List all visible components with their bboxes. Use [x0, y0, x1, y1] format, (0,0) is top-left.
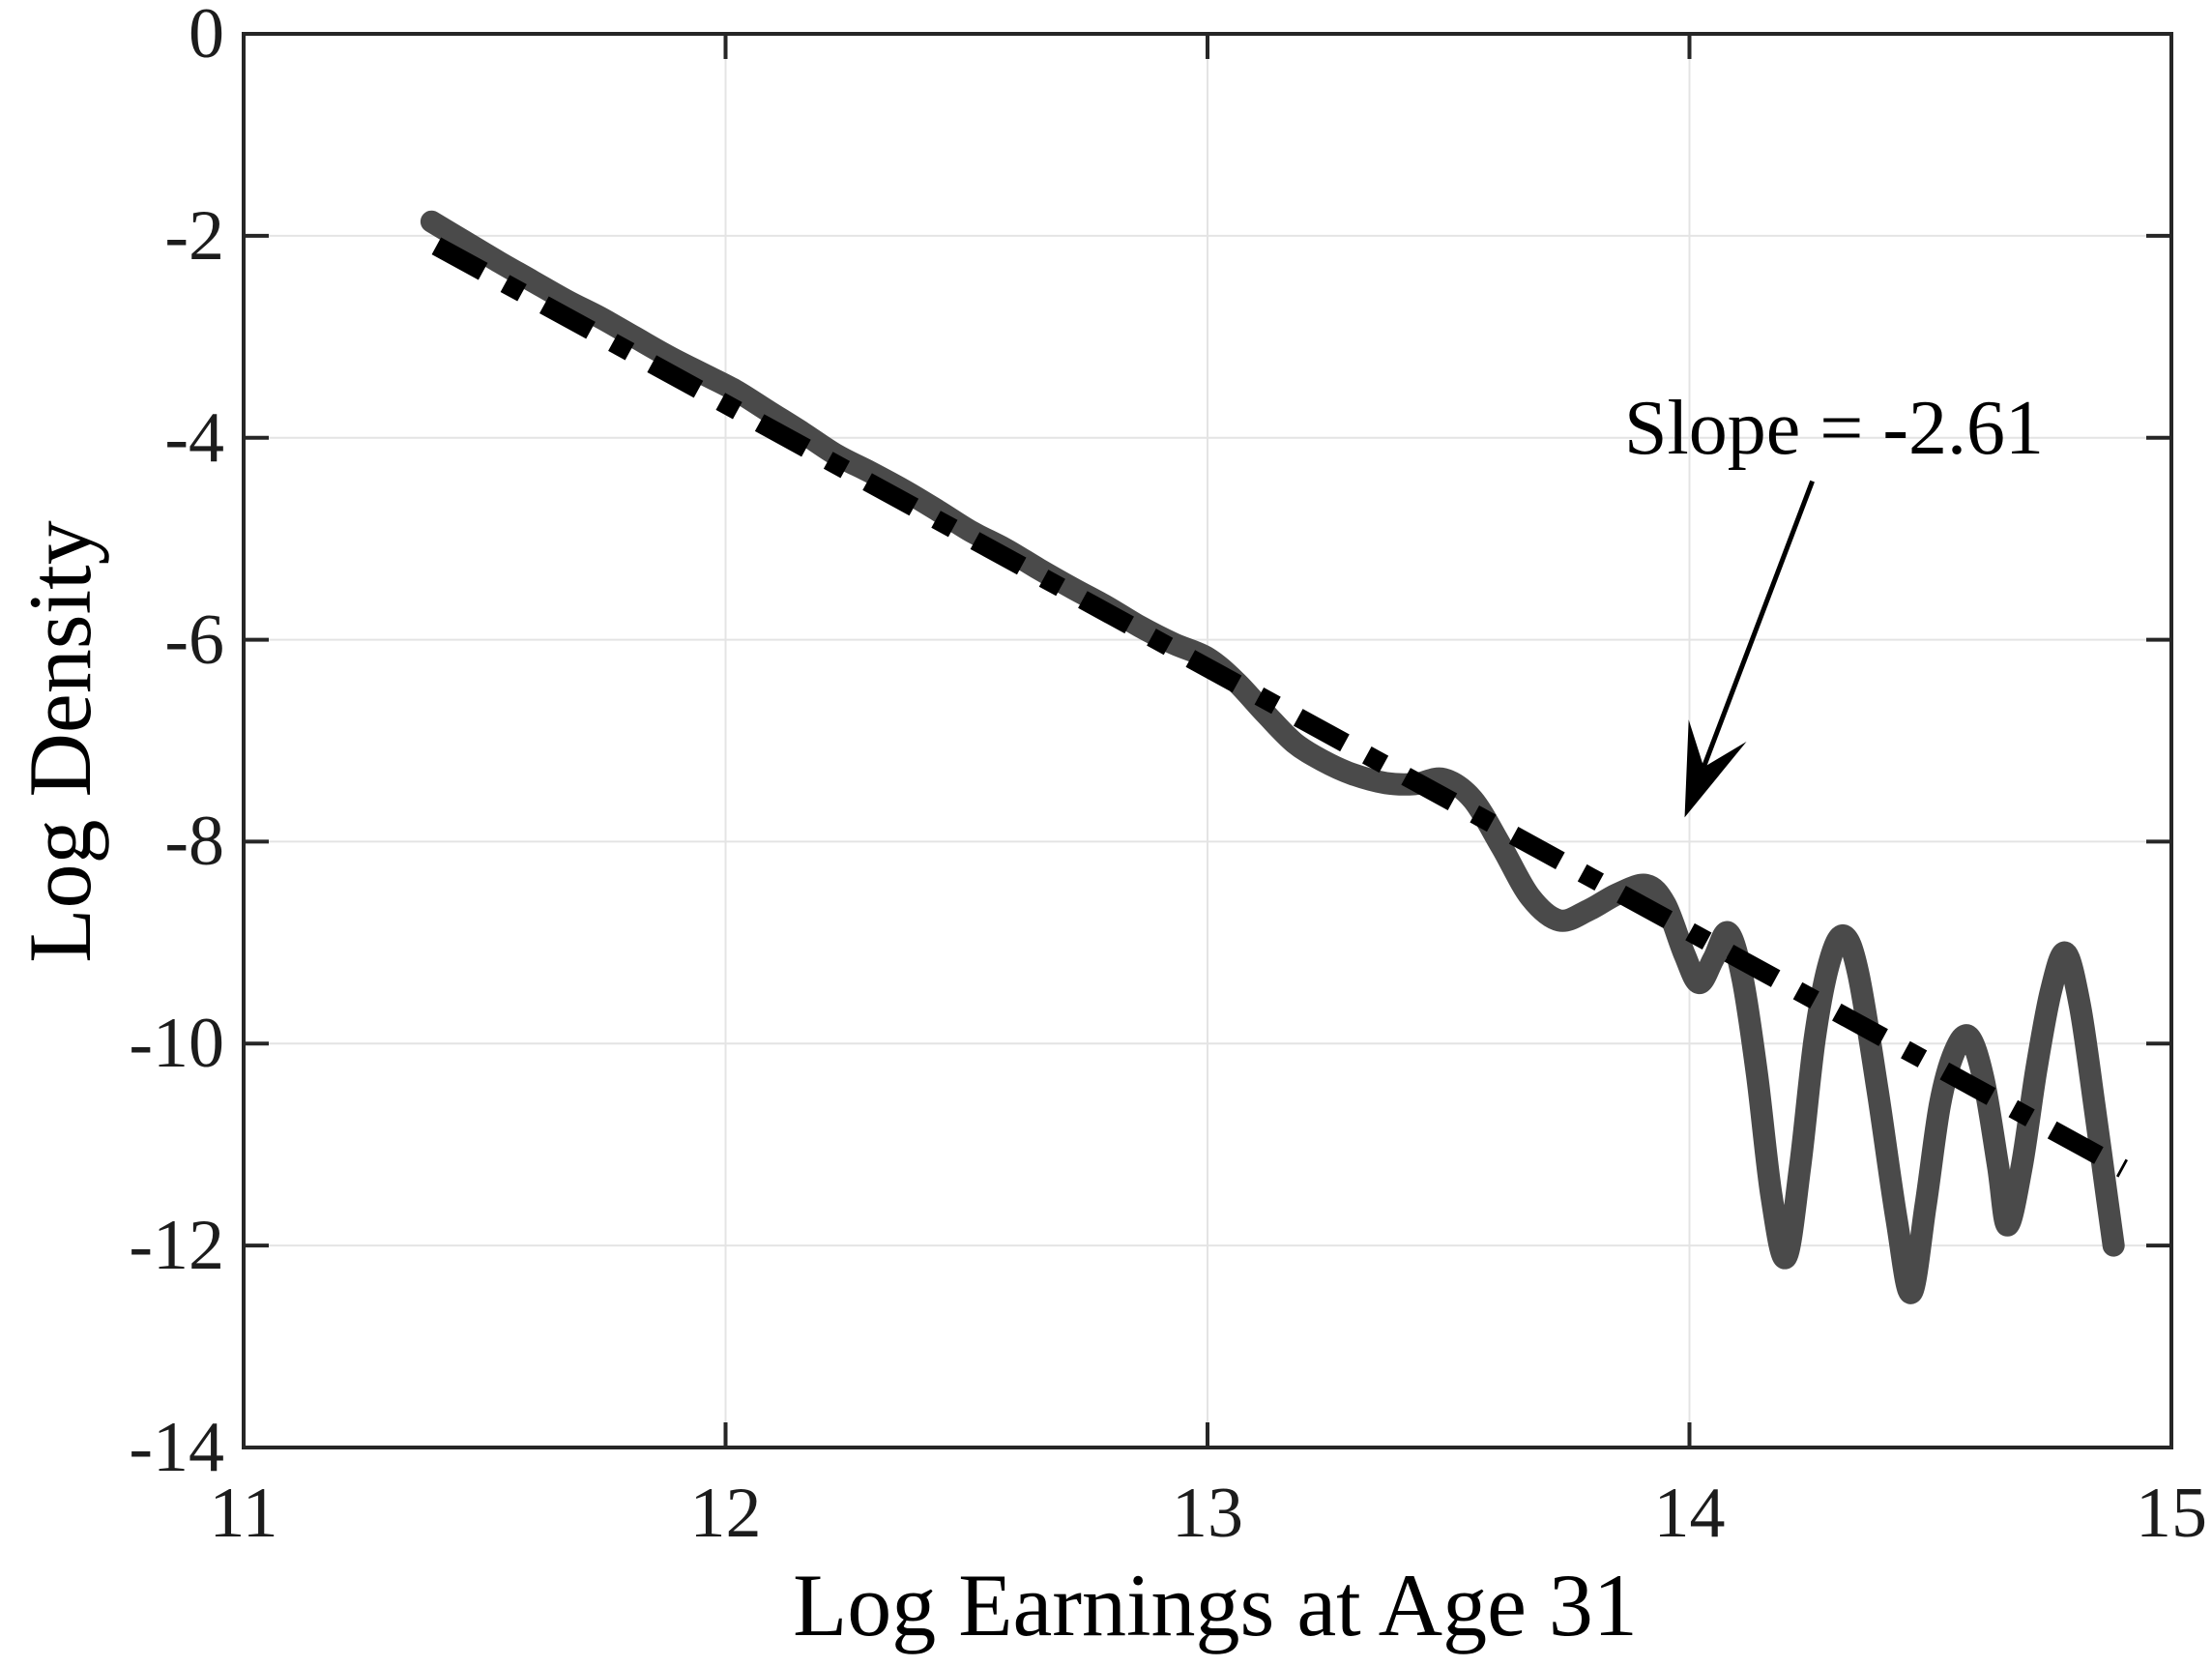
x-axis-label: Log Earnings at Age 31 [793, 1556, 1638, 1654]
annotation-arrow-shaft [1701, 480, 1815, 769]
y-tick-label: -4 [164, 397, 224, 478]
y-tick-label: -14 [129, 1408, 224, 1487]
data-series [420, 210, 2128, 1304]
y-tick-label: 0 [189, 0, 224, 73]
annotation-arrowhead [1684, 719, 1747, 818]
y-tick-label: -2 [164, 195, 224, 276]
plot-area-border [242, 32, 2173, 1449]
x-tick-label: 12 [689, 1474, 762, 1553]
y-axis-label: Log Density [11, 520, 109, 963]
y-tick-label: -10 [129, 1004, 224, 1084]
x-tick-label: 11 [209, 1474, 278, 1553]
x-tick-label: 14 [1653, 1474, 1726, 1553]
x-tick-label: 13 [1172, 1474, 1243, 1553]
x-tick-label: 15 [2136, 1474, 2207, 1553]
y-tick-label: -8 [164, 802, 224, 882]
y-tick-label: -12 [129, 1206, 224, 1286]
slope-annotation: Slope = -2.61 [1624, 386, 2045, 472]
fitted-power-law-line [431, 237, 2128, 1178]
y-tick-label: -6 [164, 600, 224, 680]
gridlines [244, 34, 2171, 1448]
annotation-arrow [1684, 480, 1815, 818]
